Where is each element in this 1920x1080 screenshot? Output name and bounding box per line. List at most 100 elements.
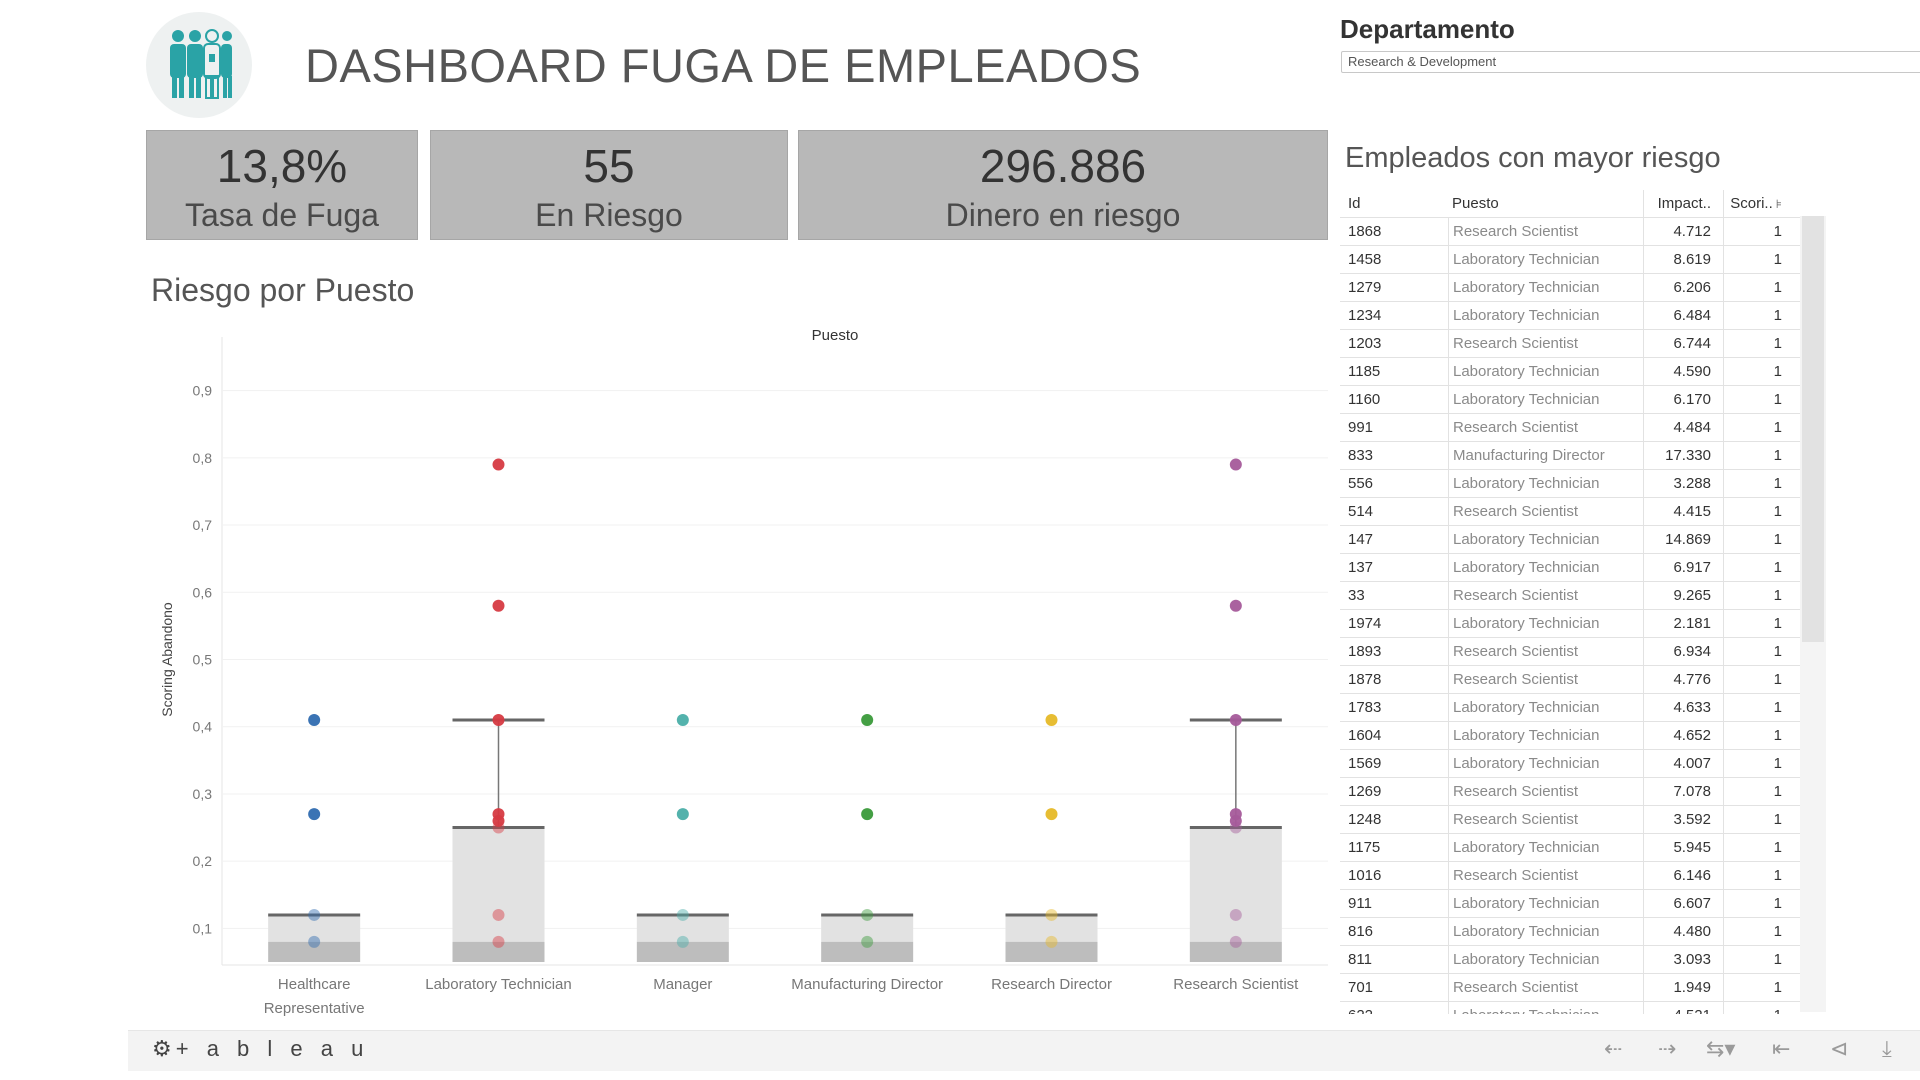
cell-impact: 4.712 — [1643, 218, 1723, 245]
table-row[interactable]: 816 Laboratory Technician 4.480 1 — [1340, 917, 1800, 945]
column-header-scoring-label: Scori.. — [1730, 195, 1773, 212]
people-logo-icon — [146, 12, 252, 118]
table-row[interactable]: 1160 Laboratory Technician 6.170 1 — [1340, 385, 1800, 413]
table-row[interactable]: 1868 Research Scientist 4.712 1 — [1340, 217, 1800, 245]
kpi-value: 296.886 — [979, 140, 1147, 192]
cell-impact: 4.652 — [1643, 722, 1723, 749]
sort-icon[interactable]: ⊧ — [1775, 196, 1782, 211]
cell-scoring: 1 — [1723, 638, 1790, 665]
page-title: DASHBOARD FUGA DE EMPLEADOS — [305, 39, 1142, 92]
table-row[interactable]: 1185 Laboratory Technician 4.590 1 — [1340, 357, 1800, 385]
cell-id: 1279 — [1348, 279, 1382, 296]
undo-icon[interactable]: ⇠ — [1604, 1036, 1623, 1061]
revert-icon[interactable]: ⇆▾ — [1706, 1036, 1736, 1061]
table-header-row: Id Puesto Impact.. Scori.. ⊧ — [1340, 190, 1800, 217]
data-point — [1045, 714, 1058, 726]
table-row[interactable]: 1458 Laboratory Technician 8.619 1 — [1340, 245, 1800, 273]
cell-id: 701 — [1348, 979, 1374, 996]
x-tick-label: Manufacturing Director — [791, 976, 943, 993]
redo-icon[interactable]: ⇢ — [1658, 1036, 1677, 1061]
cell-puesto: Laboratory Technician — [1448, 274, 1643, 301]
table-row[interactable]: 1878 Research Scientist 4.776 1 — [1340, 665, 1800, 693]
cell-impact: 6.744 — [1643, 330, 1723, 357]
table-row[interactable]: 1016 Research Scientist 6.146 1 — [1340, 861, 1800, 889]
table-row[interactable]: 1569 Laboratory Technician 4.007 1 — [1340, 749, 1800, 777]
table-row[interactable]: 33 Research Scientist 9.265 1 — [1340, 581, 1800, 609]
table-row[interactable]: 991 Research Scientist 4.484 1 — [1340, 413, 1800, 441]
download-icon[interactable]: ⤓ — [1882, 1036, 1892, 1061]
cell-impact: 2.181 — [1643, 610, 1723, 637]
data-point — [861, 808, 874, 821]
risk-by-position-chart[interactable]: Puesto 0,1 0,2 0,3 0,4 0,5 0,6 0,7 0,8 0,9 Scoring… — [140, 320, 1330, 1020]
table-row[interactable]: 1248 Research Scientist 3.592 1 — [1340, 805, 1800, 833]
cell-scoring: 1 — [1723, 806, 1790, 833]
cell-scoring: 1 — [1723, 470, 1790, 497]
data-point — [492, 458, 505, 471]
cell-puesto: Laboratory Technician — [1448, 834, 1643, 861]
table-row[interactable]: 911 Laboratory Technician 6.607 1 — [1340, 889, 1800, 917]
cell-puesto: Laboratory Technician — [1448, 750, 1643, 777]
table-row[interactable]: 811 Laboratory Technician 3.093 1 — [1340, 945, 1800, 973]
cell-scoring: 1 — [1723, 722, 1790, 749]
share-icon[interactable]: ⊲ — [1830, 1036, 1849, 1061]
cell-impact: 4.484 — [1643, 414, 1723, 441]
cell-scoring: 1 — [1723, 1002, 1790, 1014]
kpi-en-riesgo[interactable]: 55 En Riesgo — [430, 130, 788, 240]
y-tick-label: 0,9 — [193, 383, 213, 399]
table-row[interactable]: 147 Laboratory Technician 14.869 1 — [1340, 525, 1800, 553]
column-header-puesto[interactable]: Puesto — [1452, 195, 1499, 212]
column-header-impact[interactable]: Impact.. — [1643, 190, 1723, 217]
kpi-tasa-fuga[interactable]: 13,8% Tasa de Fuga — [146, 130, 418, 240]
cell-puesto: Laboratory Technician — [1448, 918, 1643, 945]
data-point — [492, 908, 505, 921]
column-header-scoring[interactable]: Scori.. ⊧ — [1723, 190, 1790, 217]
y-tick-label: 0,6 — [193, 584, 213, 600]
cell-id: 147 — [1348, 531, 1374, 548]
table-row[interactable]: 1893 Research Scientist 6.934 1 — [1340, 637, 1800, 665]
cell-id: 1203 — [1348, 335, 1382, 352]
table-row[interactable]: 137 Laboratory Technician 6.917 1 — [1340, 553, 1800, 581]
cell-scoring: 1 — [1723, 302, 1790, 329]
cell-scoring: 1 — [1723, 582, 1790, 609]
table-row[interactable]: 833 Manufacturing Director 17.330 1 — [1340, 441, 1800, 469]
table-row[interactable]: 1783 Laboratory Technician 4.633 1 — [1340, 693, 1800, 721]
x-tick-label-line2: Representative — [264, 1000, 365, 1017]
cell-puesto: Laboratory Technician — [1448, 1002, 1643, 1014]
data-point — [676, 935, 689, 948]
table-row[interactable]: 1269 Research Scientist 7.078 1 — [1340, 777, 1800, 805]
cell-scoring: 1 — [1723, 414, 1790, 441]
cell-id: 1783 — [1348, 699, 1382, 716]
cell-puesto: Research Scientist — [1448, 498, 1643, 525]
reset-icon[interactable]: ⇤ — [1772, 1036, 1791, 1061]
table-row[interactable]: 514 Research Scientist 4.415 1 — [1340, 497, 1800, 525]
table-row[interactable]: 1279 Laboratory Technician 6.206 1 — [1340, 273, 1800, 301]
data-point — [308, 714, 321, 726]
table-row[interactable]: 1604 Laboratory Technician 4.652 1 — [1340, 721, 1800, 749]
table-scrollbar-thumb[interactable] — [1802, 216, 1824, 642]
cell-scoring: 1 — [1723, 554, 1790, 581]
department-filter-select[interactable]: Research & Development — [1341, 51, 1920, 73]
cell-impact: 5.945 — [1643, 834, 1723, 861]
cell-impact: 4.007 — [1643, 750, 1723, 777]
people-group-icon — [170, 29, 232, 99]
cell-scoring: 1 — [1723, 750, 1790, 777]
column-header-id[interactable]: Id — [1348, 195, 1361, 212]
box-upper — [636, 914, 729, 942]
y-tick-label: 0,8 — [193, 450, 213, 466]
table-row[interactable]: 1203 Research Scientist 6.744 1 — [1340, 329, 1800, 357]
cell-impact: 4.480 — [1643, 918, 1723, 945]
data-point — [1045, 908, 1058, 921]
table-row[interactable]: 1175 Laboratory Technician 5.945 1 — [1340, 833, 1800, 861]
tableau-brand[interactable]: ⚙ + a b l e a u — [152, 1036, 369, 1062]
table-row[interactable]: 556 Laboratory Technician 3.288 1 — [1340, 469, 1800, 497]
cell-id: 1893 — [1348, 643, 1382, 660]
table-row[interactable]: 1234 Laboratory Technician 6.484 1 — [1340, 301, 1800, 329]
cell-scoring: 1 — [1723, 358, 1790, 385]
kpi-dinero-riesgo[interactable]: 296.886 Dinero en riesgo — [798, 130, 1328, 240]
cell-scoring: 1 — [1723, 946, 1790, 973]
tableau-logo-icon: ⚙ — [152, 1036, 172, 1061]
table-row[interactable]: 1974 Laboratory Technician 2.181 1 — [1340, 609, 1800, 637]
cell-id: 1868 — [1348, 223, 1382, 240]
table-row[interactable]: 701 Research Scientist 1.949 1 — [1340, 973, 1800, 1001]
